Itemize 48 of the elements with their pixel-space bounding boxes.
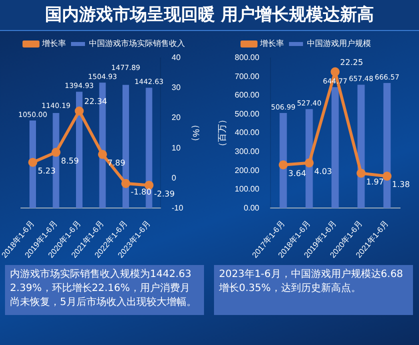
y-tick-label: 500.00 — [234, 109, 260, 118]
legend-label: 中国游戏市场实际销售收入 — [89, 39, 185, 48]
y-tick-label: 600.00 — [234, 90, 260, 100]
point — [382, 172, 392, 181]
point — [121, 178, 130, 188]
text: 国内游戏市场呈现回暖 用户增长规模达新高 — [0, 0, 419, 31]
bar — [383, 83, 391, 208]
y2-tick-label: 30 — [172, 83, 182, 92]
y2-axis-title: （%） — [191, 120, 202, 146]
y-tick-label: 700.00 — [234, 72, 260, 81]
text: 2023年1-6月，中国游戏用户规模达6.68增长0.35%，达到历史新高点。 — [214, 265, 413, 315]
data-label: 3.64 — [288, 168, 306, 178]
point — [98, 150, 107, 159]
y-tick-label: 200.00 — [234, 166, 260, 175]
y2-tick-label: 40 — [172, 53, 182, 62]
y-tick-label: 800.00 — [234, 53, 260, 62]
point — [28, 158, 38, 167]
point — [304, 158, 314, 168]
data-label: 4.03 — [314, 166, 332, 176]
data-label: 5.23 — [38, 166, 56, 176]
data-label: 1.97 — [366, 177, 384, 186]
point — [356, 168, 366, 178]
legend-label: 中国游戏用户规模 — [307, 39, 371, 48]
data-label: 22.25 — [340, 58, 364, 67]
data-label: 8.59 — [60, 156, 79, 166]
point — [330, 67, 340, 76]
bar — [332, 87, 339, 208]
point — [74, 106, 84, 116]
data-label: -2.39 — [154, 189, 175, 198]
point — [51, 148, 60, 157]
bar — [280, 112, 287, 208]
legend-label: 增长率 — [259, 39, 284, 48]
y-tick-label: 400.00 — [234, 128, 260, 138]
y-tick-label: 100.00 — [234, 184, 260, 194]
y2-tick-label: 20 — [172, 113, 182, 122]
data-label: -1.80 — [130, 188, 152, 197]
data-label: 1.38 — [392, 180, 410, 190]
point — [278, 160, 288, 170]
y-tick-label: 300.00 — [234, 147, 260, 156]
bar — [29, 120, 36, 208]
text: 内游戏市场实际销售收入规模为1442.632.39%，环比增长22.16%，用户消费月尚未恢复，5月后市场收入出现较大增幅。 — [5, 265, 204, 315]
data-label: 22.34 — [84, 97, 108, 106]
legend-label: 增长率 — [41, 39, 66, 48]
y2-tick-label: 0 — [172, 173, 177, 182]
y-tick-label: 0.00 — [244, 203, 260, 212]
y2-tick-label: -10 — [172, 203, 184, 212]
y-axis-title: （百万） — [216, 115, 227, 152]
y2-tick-label: 10 — [172, 143, 182, 152]
